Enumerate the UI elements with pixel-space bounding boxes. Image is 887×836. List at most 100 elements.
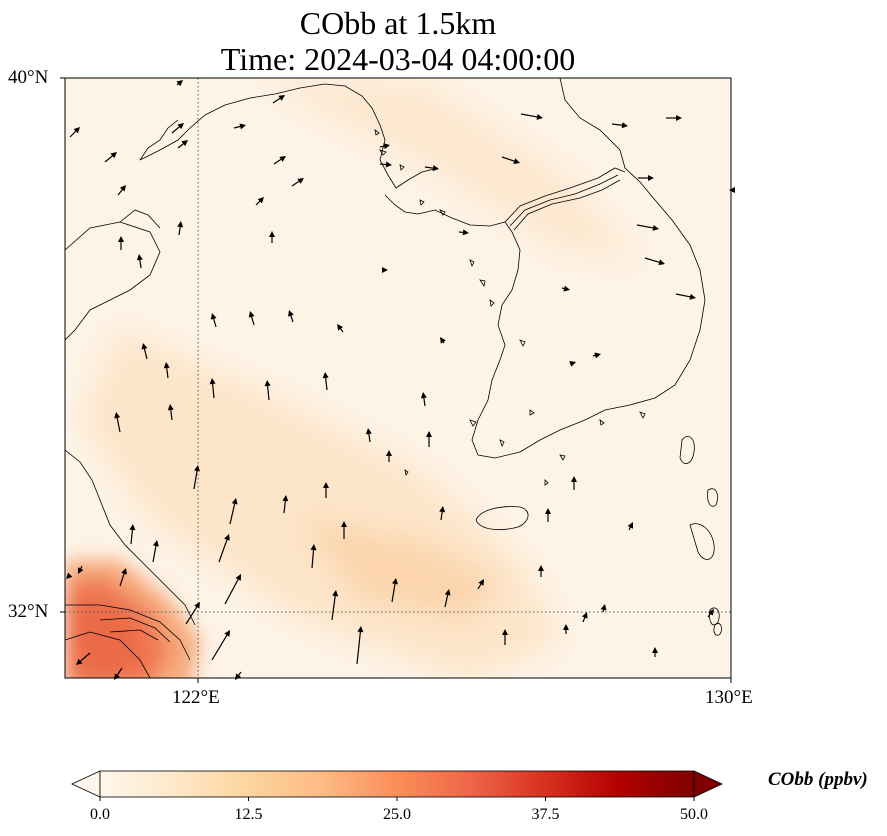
wind-arrow-head: [73, 127, 80, 134]
wind-arrow-head: [426, 431, 432, 437]
wind-arrow-head: [536, 113, 543, 120]
wind-arrow-head: [141, 343, 148, 350]
wind-arrow-shaft: [331, 592, 337, 621]
wind-arrow-head: [357, 626, 364, 633]
wind-arrow-head: [420, 392, 427, 399]
wind-arrow-head: [337, 324, 343, 331]
wind-arrow-head: [264, 380, 271, 387]
wind-arrow-head: [282, 495, 289, 502]
wind-arrow-head: [432, 165, 439, 172]
wind-arrow-shaft: [193, 467, 199, 490]
wind-arrow-shaft: [391, 580, 397, 603]
wind-arrow-head: [297, 178, 304, 184]
wind-arrow-head: [652, 647, 658, 653]
wind-vectors: [66, 80, 735, 680]
wind-arrow-head: [278, 95, 285, 101]
wind-arrow-head: [569, 361, 576, 367]
lon-tick-label-130: 130°E: [705, 687, 753, 708]
wind-arrow-head: [440, 337, 446, 344]
wind-arrow-head: [729, 187, 735, 193]
wind-arrow-head: [676, 115, 682, 121]
colorbar-tick-label: 37.5: [531, 806, 560, 823]
colorbar-title: CObb (ppbv): [768, 769, 868, 790]
wind-arrow-head: [114, 412, 121, 419]
wind-arrow-head: [648, 175, 654, 181]
wind-arrow-head: [627, 522, 633, 529]
wind-arrow-head: [194, 602, 200, 609]
colorbar-tick-label: 50.0: [680, 806, 708, 823]
wind-arrow-head: [341, 521, 347, 527]
wind-arrow-head: [545, 508, 551, 514]
wind-arrow-head: [152, 540, 159, 547]
wind-arrow-head: [621, 122, 628, 129]
wind-arrow-head: [310, 544, 317, 551]
wind-arrow-head: [288, 310, 294, 317]
wind-arrow-head: [177, 221, 184, 228]
wind-arrow-head: [239, 123, 246, 130]
wind-arrow-head: [513, 158, 520, 164]
wind-arrow-head: [210, 313, 217, 320]
wind-arrow-head: [538, 565, 544, 571]
wind-arrow-head: [76, 658, 83, 665]
colorbar-tick-label: 12.5: [234, 806, 263, 823]
wind-arrow-head: [194, 465, 200, 472]
wind-arrow-head: [78, 567, 84, 574]
lat-tick-label-32: 32°N: [8, 601, 49, 622]
wind-arrow-head: [181, 140, 188, 147]
wind-arrow-head: [119, 185, 126, 192]
wind-arrow-head: [658, 259, 665, 266]
wind-arrow-head: [257, 197, 264, 204]
wind-arrow-head: [600, 604, 607, 611]
wind-arrow-head: [382, 267, 388, 273]
wind-arrow-head: [177, 123, 184, 130]
wind-arrow-head: [323, 482, 329, 488]
wind-arrow-shaft: [311, 546, 315, 569]
wind-arrow-head: [563, 285, 570, 292]
colorbar-tick-label: 25.0: [383, 806, 411, 823]
cobb-concentration-field: [65, 78, 731, 678]
wind-arrow-head: [209, 378, 216, 385]
wind-arrow-head: [279, 156, 286, 162]
map-frame: [64, 77, 732, 679]
wind-arrow-head: [383, 143, 390, 150]
wind-arrow-head: [462, 229, 469, 236]
map-time-subtitle: Time: 2024-03-04 04:00:00: [220, 41, 576, 77]
wind-arrow-shaft: [211, 632, 229, 661]
wind-arrow-head: [269, 231, 275, 237]
wind-arrow-head: [594, 352, 601, 359]
wind-arrow-head: [478, 579, 484, 586]
wind-arrow-head: [163, 362, 170, 369]
wind-arrow-head: [224, 630, 230, 637]
wind-arrow-head: [129, 524, 136, 531]
colorbar-gradient: [100, 771, 694, 797]
wind-arrow-head: [66, 572, 73, 579]
wind-arrow-head: [224, 534, 230, 541]
colorbar-extend-max: [693, 770, 723, 798]
wind-arrow-shaft: [229, 500, 236, 525]
wind-arrow-shaft: [520, 113, 541, 119]
wind-arrow-head: [332, 590, 339, 597]
wind-arrow-head: [235, 574, 241, 581]
wind-arrow-shaft: [636, 224, 657, 230]
wind-arrow-shaft: [356, 628, 362, 665]
wind-arrow-head: [571, 476, 577, 482]
wind-arrow-head: [563, 624, 569, 630]
wind-arrow-head: [444, 589, 451, 596]
wind-arrow-head: [708, 609, 714, 616]
wind-arrow-shaft: [218, 536, 229, 563]
wind-arrow-shaft: [224, 576, 241, 605]
wind-arrow-head: [231, 498, 238, 505]
wind-arrow-head: [118, 236, 124, 242]
axis-ticks: [60, 77, 732, 683]
wind-arrow-head: [167, 404, 174, 411]
map-title: CObb at 1.5km: [299, 5, 497, 41]
wind-arrow-shaft: [152, 542, 158, 563]
wind-arrow-head: [392, 578, 398, 585]
coastlines: [65, 78, 723, 678]
colorbar-tick-label: 0.0: [90, 806, 110, 823]
wind-arrow-head: [689, 293, 696, 300]
wind-arrow-head: [322, 372, 329, 379]
colorbar-extend-min: [71, 770, 101, 798]
wind-arrow-head: [386, 450, 392, 456]
